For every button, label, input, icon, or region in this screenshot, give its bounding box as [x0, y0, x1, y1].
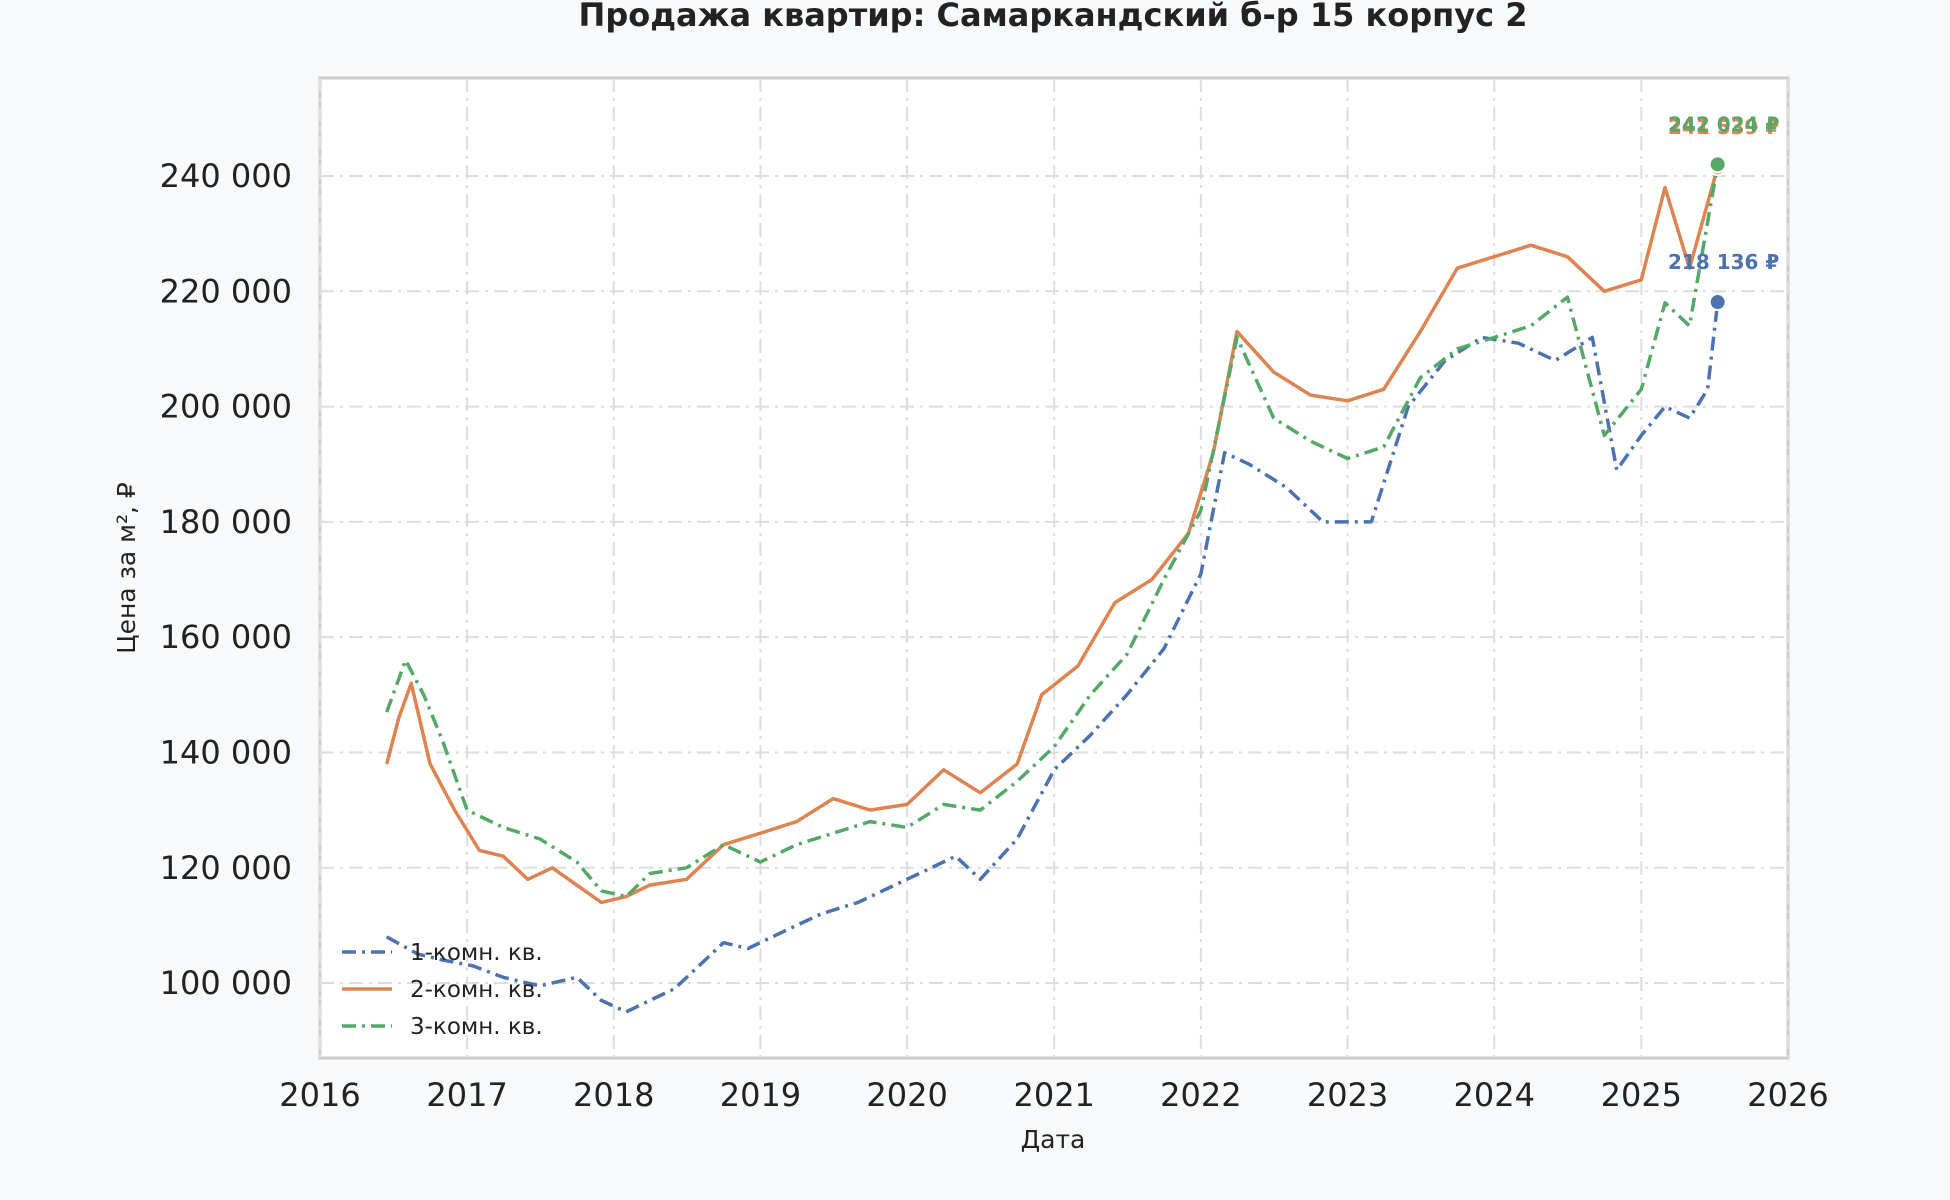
series-end-label-1: 218 136 ₽ [1668, 250, 1779, 274]
series-end-marker-1 [1708, 293, 1727, 312]
x-tick-label: 2022 [1160, 1076, 1241, 1114]
legend-label: 2-комн. кв. [410, 977, 543, 1003]
y-tick-label: 240 000 [160, 157, 292, 195]
y-tick-label: 220 000 [160, 272, 292, 310]
x-tick-label: 2026 [1747, 1076, 1828, 1114]
x-tick-label: 2020 [866, 1076, 947, 1114]
series-line-1 [385, 301, 1720, 1014]
x-tick-label: 2021 [1013, 1076, 1094, 1114]
series-end-label-3: 242 024 ₽ [1668, 112, 1779, 136]
x-tick-label: 2017 [426, 1076, 507, 1114]
y-tick-label: 100 000 [160, 964, 292, 1002]
x-tick-label: 2024 [1454, 1076, 1535, 1114]
series-layer [385, 163, 1720, 1014]
x-axis-label: Дата [1021, 1125, 1086, 1154]
y-axis-ticks: 100 000 120 000 140 000 160 000 180 000 200 0… [160, 157, 292, 1002]
chart-title: Продажа квартир: Самаркандский б-р 15 ко… [579, 0, 1528, 34]
legend-item-3: 3-комн. кв. [342, 1014, 543, 1040]
y-axis-label: Цена за м², ₽ [112, 482, 141, 654]
legend-label: 3-комн. кв. [410, 1014, 543, 1040]
legend-item-1: 1-комн. кв. [342, 940, 543, 966]
legend-item-2: 2-комн. кв. [342, 977, 543, 1003]
series-end-label-2: 241 539 ₽ [1668, 115, 1779, 139]
x-axis-ticks: 2016 2017 2018 2019 2020 2021 2022 2023 2024 2025… [279, 1076, 1828, 1114]
x-tick-label: 2018 [573, 1076, 654, 1114]
series-line-2 [385, 166, 1720, 905]
y-tick-label: 200 000 [160, 388, 292, 426]
y-tick-label: 180 000 [160, 503, 292, 541]
y-tick-label: 160 000 [160, 618, 292, 656]
series-line-3 [385, 163, 1720, 899]
legend: 1-комн. кв. 2-комн. кв. 3-комн. кв. [342, 940, 543, 1040]
series-end-marker-3 [1708, 155, 1727, 174]
x-tick-label: 2025 [1601, 1076, 1682, 1114]
legend-label: 1-комн. кв. [410, 940, 543, 966]
y-tick-label: 120 000 [160, 849, 292, 887]
end-markers: 218 136 ₽ 241 539 ₽242 024 ₽ [1668, 112, 1779, 312]
y-tick-label: 140 000 [160, 733, 292, 771]
x-tick-label: 2023 [1307, 1076, 1388, 1114]
x-tick-label: 2016 [279, 1076, 360, 1114]
x-tick-label: 2019 [720, 1076, 801, 1114]
